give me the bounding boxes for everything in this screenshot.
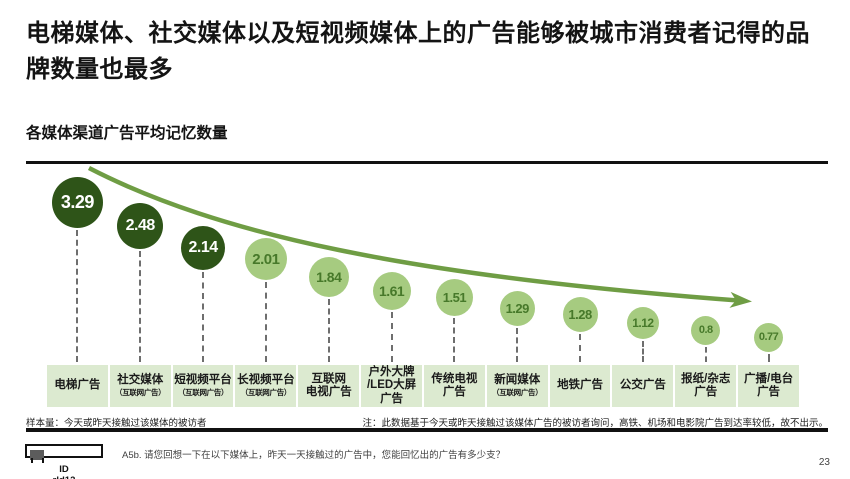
chart-column: 3.29 (47, 164, 108, 365)
dashed-connector (641, 341, 644, 362)
dashed-connector (579, 333, 582, 362)
bubble-value: 2.14 (181, 226, 226, 270)
divider-bottom (26, 428, 828, 432)
category-subtext: （互联网广告） (492, 388, 543, 398)
sample-note: 样本量：今天或昨天接触过该媒体的被访者 (26, 418, 207, 429)
dashed-connector (202, 272, 205, 362)
chart-column: 1.61 (361, 164, 422, 365)
trend-arrow (87, 165, 752, 308)
chart-column: 1.84 (298, 164, 359, 365)
bubble-value: 1.12 (626, 307, 659, 339)
dashed-connector (139, 251, 142, 362)
dashed-connector (516, 327, 519, 362)
tick-mark-icon (42, 458, 44, 463)
category-subtext: （互联网广告） (177, 388, 229, 398)
value-text: 2.01 (252, 250, 280, 268)
chart-column: 1.29 (487, 164, 548, 365)
category-label-row: 电梯广告 社交媒体 （互联网广告） 短视频平台 （互联网广告） 长视频平台 （互联网广… (47, 365, 799, 407)
dashed-connector (453, 317, 456, 362)
value-text: 1.12 (632, 316, 654, 330)
bubble-value: 3.29 (51, 176, 103, 228)
bubble-value: 0.77 (754, 322, 784, 352)
id-value: rld12 (25, 475, 103, 479)
data-note: 注：此数据基于今天或昨天接触过该媒体广告的被访者询问，高铁、机场和电影院广告到达… (362, 418, 828, 429)
chart-column: 1.12 (612, 164, 673, 365)
dashed-connector (767, 353, 770, 362)
value-text: 1.28 (568, 306, 592, 322)
chart-column: 2.48 (110, 164, 171, 365)
chart-column: 2.14 (173, 164, 234, 365)
chart-column: 1.28 (550, 164, 611, 365)
bubble-value: 2.48 (117, 203, 164, 249)
bubble-value: 2.01 (244, 238, 287, 280)
progress-bar-icon (25, 444, 103, 460)
category-text: 社交媒体 (117, 373, 164, 386)
category-text: 公交广告 (619, 379, 666, 392)
value-text: 0.77 (758, 331, 779, 343)
chart-column: 1.51 (424, 164, 485, 365)
category-text: 地铁广告 (557, 379, 604, 392)
category-text: 长视频平台 (237, 373, 295, 386)
category-subtext: （互联网广告） (240, 388, 292, 398)
page-number: 23 (818, 457, 830, 468)
value-text: 1.29 (505, 300, 530, 316)
bubble-chart: 3.29 2.48 2.14 2.01 1.84 1.61 (47, 164, 799, 365)
survey-question: A5b. 请您回想一下在以下媒体上，昨天一天接触过的广告中，您能回忆出的广告有多… (122, 450, 506, 461)
category-text: 户外大牌 /LED大屏 广告 (366, 366, 417, 405)
category-label: 长视频平台 （互联网广告） (235, 365, 297, 407)
bubble-columns: 3.29 2.48 2.14 2.01 1.84 1.61 (47, 164, 799, 365)
category-text: 新闻媒体 (494, 373, 541, 386)
value-text: 1.84 (316, 269, 342, 285)
category-text: 广播/电台 广告 (743, 372, 794, 398)
category-text: 报纸/杂志 广告 (681, 372, 731, 398)
bubble-value: 1.51 (435, 278, 473, 316)
chart-column: 0.77 (738, 164, 799, 365)
value-text: 2.48 (125, 217, 156, 234)
value-text: 1.51 (442, 289, 467, 305)
category-label: 新闻媒体 （互联网广告） (486, 365, 548, 407)
chart-title: 各媒体渠道广告平均记忆数量 (26, 125, 228, 142)
page-title: 电梯媒体、社交媒体以及短视频媒体上的广告能够被城市消费者记得的品牌数量也最多 (26, 20, 810, 83)
tick-mark-icon (31, 458, 33, 463)
dashed-connector (704, 346, 707, 362)
category-label: 报纸/杂志 广告 (675, 365, 737, 407)
category-label: 社交媒体 （互联网广告） (109, 365, 171, 407)
bubble-value: 0.8 (691, 315, 721, 345)
category-text: 短视频平台 (174, 373, 232, 386)
category-label: 互联网 电视广告 (298, 365, 360, 407)
dashed-connector (264, 282, 267, 362)
chart-column: 0.8 (675, 164, 736, 365)
category-label: 传统电视 广告 (423, 365, 485, 407)
category-text: 传统电视 广告 (431, 372, 478, 398)
category-label: 广播/电台 广告 (738, 365, 799, 407)
value-text: 1.61 (378, 283, 405, 299)
divider-top (26, 161, 828, 164)
category-label: 电梯广告 (47, 365, 108, 407)
dashed-connector (327, 299, 330, 362)
dashed-connector (390, 312, 393, 362)
dashed-connector (76, 229, 79, 362)
progress-fill-icon (30, 450, 44, 460)
category-label: 公交广告 (612, 365, 674, 407)
bubble-value: 1.29 (499, 290, 535, 326)
bubble-value: 1.61 (372, 272, 411, 310)
category-text: 电梯广告 (54, 379, 101, 392)
question-id-widget: ID rld12 (25, 444, 103, 479)
bubble-value: 1.28 (562, 296, 598, 332)
chart-column: 2.01 (235, 164, 296, 365)
category-label: 地铁广告 (549, 365, 611, 407)
value-text: 3.29 (60, 191, 95, 212)
category-subtext: （互联网广告） (115, 388, 166, 398)
category-label: 短视频平台 （互联网广告） (172, 365, 234, 407)
value-text: 2.14 (188, 239, 218, 256)
category-label: 户外大牌 /LED大屏 广告 (361, 365, 422, 407)
bubble-value: 1.84 (308, 257, 349, 297)
id-label: ID (59, 464, 69, 475)
category-text: 互联网 电视广告 (305, 372, 352, 398)
value-text: 0.8 (698, 324, 713, 336)
